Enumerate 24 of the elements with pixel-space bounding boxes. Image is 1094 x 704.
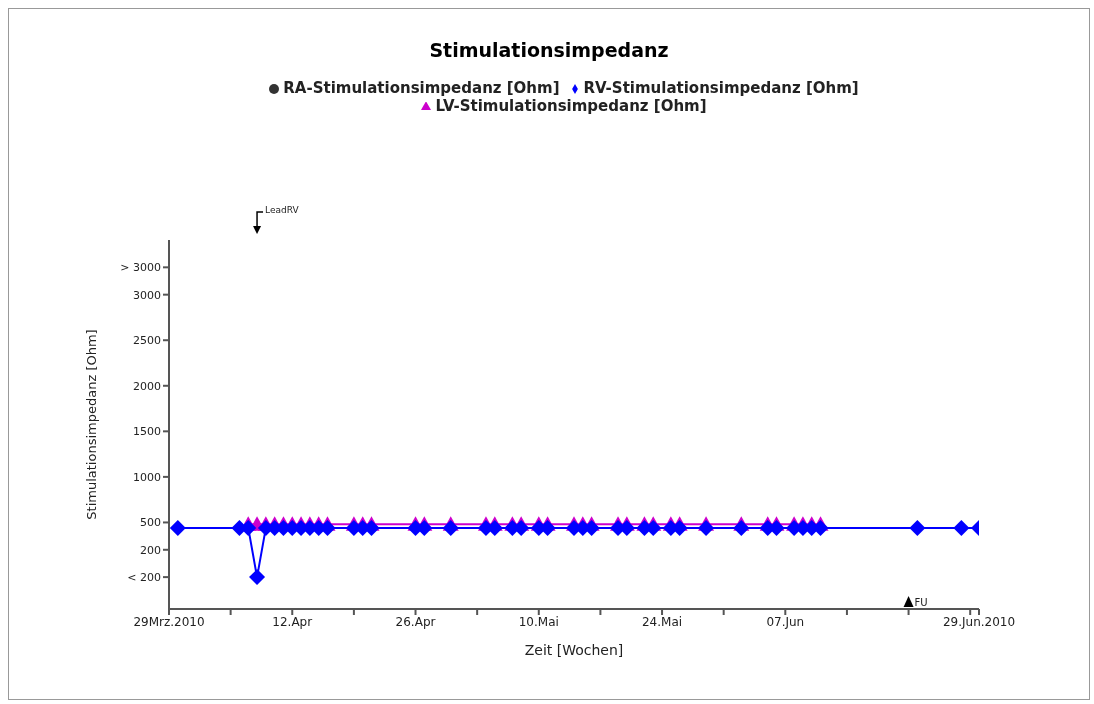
y-tick-label: 2000 bbox=[133, 379, 161, 393]
y-tick-label: 1000 bbox=[133, 470, 161, 484]
y-tick-label: > 3000 bbox=[120, 261, 161, 275]
legend-label: LV-Stimulationsimpedanz [Ohm] bbox=[435, 97, 707, 115]
y-tick-label: < 200 bbox=[127, 571, 161, 585]
chart-title: Stimulationsimpedanz bbox=[428, 39, 670, 61]
x-axis-title: Zeit [Wochen] bbox=[524, 642, 624, 658]
legend-label: RV-Stimulationsimpedanz [Ohm] bbox=[583, 79, 859, 97]
annotation: FU bbox=[914, 597, 928, 608]
y-tick-label: 3000 bbox=[133, 288, 161, 302]
text: LeadRV bbox=[265, 205, 300, 215]
y-tick-label: 500 bbox=[140, 516, 161, 530]
x-tick-label: 29.Jun.2010 bbox=[942, 614, 1016, 629]
x-tick-label: 24.Mai bbox=[641, 614, 683, 629]
x-tick-label: 26.Apr bbox=[395, 614, 436, 629]
y-tick-label: 200 bbox=[140, 543, 161, 557]
y-tick-label: 2500 bbox=[133, 334, 161, 348]
x-tick-label: 10.Mai bbox=[518, 614, 559, 629]
x-tick-label: 07.Jun bbox=[766, 614, 805, 629]
y-tick-label: 1500 bbox=[133, 425, 161, 439]
legend-label: RA-Stimulationsimpedanz [Ohm] bbox=[283, 79, 560, 97]
x-tick-label: 29Mrz.2010 bbox=[133, 614, 205, 629]
y-axis-title: Stimulationsimpedanz [Ohm] bbox=[83, 329, 99, 520]
x-tick-label: 12.Apr bbox=[272, 614, 313, 629]
